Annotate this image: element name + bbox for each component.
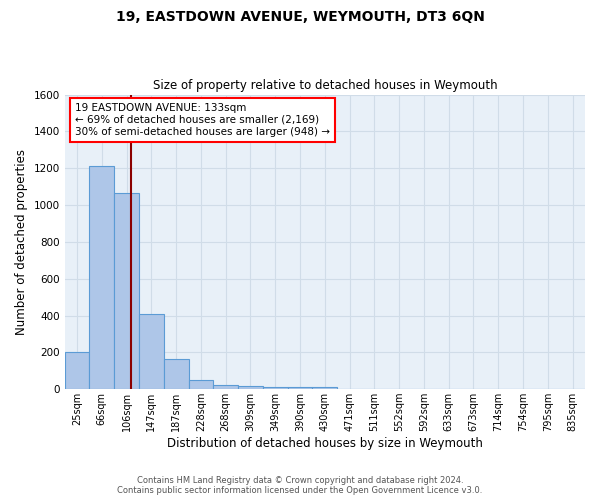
Bar <box>139 314 164 389</box>
Bar <box>164 359 188 389</box>
Bar <box>114 193 139 389</box>
Bar <box>263 387 287 389</box>
Text: 19, EASTDOWN AVENUE, WEYMOUTH, DT3 6QN: 19, EASTDOWN AVENUE, WEYMOUTH, DT3 6QN <box>116 10 484 24</box>
X-axis label: Distribution of detached houses by size in Weymouth: Distribution of detached houses by size … <box>167 437 483 450</box>
Bar <box>287 388 313 389</box>
Bar <box>65 352 89 389</box>
Text: Contains HM Land Registry data © Crown copyright and database right 2024.
Contai: Contains HM Land Registry data © Crown c… <box>118 476 482 495</box>
Bar <box>188 380 214 389</box>
Bar <box>89 166 114 389</box>
Bar <box>313 388 337 389</box>
Bar <box>238 386 263 389</box>
Y-axis label: Number of detached properties: Number of detached properties <box>15 149 28 335</box>
Bar <box>214 384 238 389</box>
Title: Size of property relative to detached houses in Weymouth: Size of property relative to detached ho… <box>152 79 497 92</box>
Text: 19 EASTDOWN AVENUE: 133sqm
← 69% of detached houses are smaller (2,169)
30% of s: 19 EASTDOWN AVENUE: 133sqm ← 69% of deta… <box>75 104 330 136</box>
